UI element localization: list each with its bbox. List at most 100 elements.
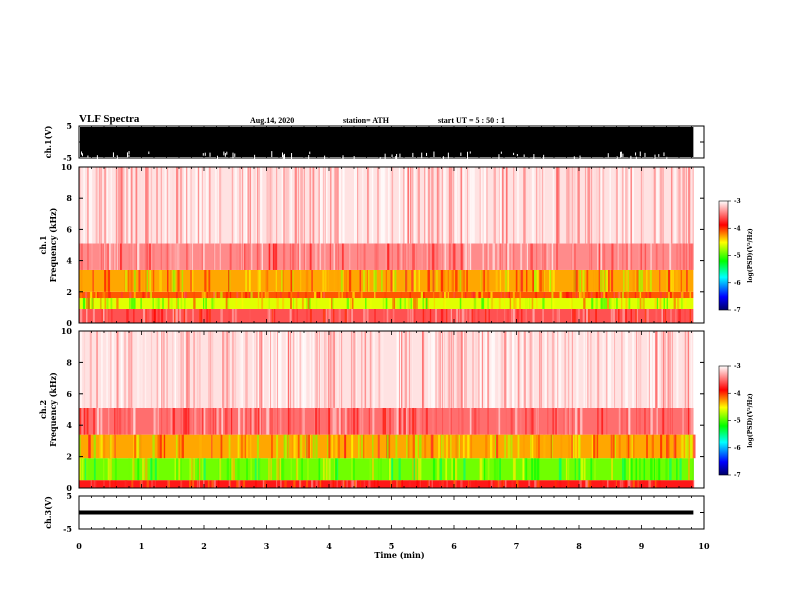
spectrogram-streak (536, 458, 540, 481)
spectrogram-streak (675, 269, 678, 292)
spectrogram-streak (430, 434, 433, 459)
spectrogram-streak (516, 308, 519, 323)
trace-gap (112, 152, 114, 158)
spectrogram-streak (626, 407, 628, 435)
spectrogram-streak (136, 407, 138, 435)
spectrogram-streak (584, 308, 587, 323)
sferic-streak (631, 167, 633, 270)
spectrogram-streak (127, 269, 130, 292)
spectrogram-streak (331, 298, 333, 309)
trace-gap (433, 151, 435, 158)
spectrogram-streak (190, 269, 193, 292)
trace-gap (384, 153, 386, 159)
spectrogram-streak (607, 298, 610, 309)
spectrogram-streak (130, 243, 133, 270)
spectrogram-streak (338, 291, 341, 299)
spectrogram-streak (505, 167, 508, 244)
spectrogram-streak (206, 291, 209, 299)
spectrogram-streak (621, 480, 624, 488)
spectrogram-streak (419, 458, 422, 481)
spectrogram-streak (81, 243, 83, 270)
spectrogram-streak (328, 458, 331, 481)
spectrogram-streak (201, 308, 204, 323)
spectrogram-streak (526, 243, 528, 270)
x-tick-label: 5 (389, 541, 395, 551)
spectrogram-streak (93, 480, 95, 488)
trace-gap (639, 151, 641, 157)
spectrogram-streak (94, 480, 97, 488)
spectrogram-streak (642, 167, 644, 244)
spectrogram-streak (267, 407, 270, 435)
spectrogram-streak (395, 298, 397, 309)
spectrogram-streak (252, 331, 255, 408)
spectrogram-streak (466, 269, 468, 292)
spectrogram-streak (215, 167, 217, 244)
spectrogram-streak (145, 458, 148, 481)
spectrogram-streak (515, 167, 517, 244)
sferic-streak (121, 167, 123, 270)
spectrogram-streak (651, 434, 654, 459)
spectrogram-streak (658, 458, 661, 481)
sferic-streak (458, 331, 460, 435)
spectrogram-streak (551, 298, 553, 309)
spectrogram-band (79, 480, 694, 488)
spectrogram-streak (282, 407, 285, 435)
spectrogram-streak (244, 167, 246, 244)
spectrogram-streak (94, 167, 97, 244)
spectrogram-streak (413, 458, 416, 481)
sferic-streak (542, 167, 544, 270)
spectrogram-streak (686, 407, 688, 435)
spectrogram-streak (487, 458, 490, 481)
spectrogram-streak (639, 298, 642, 309)
spectrogram-streak (338, 308, 341, 323)
spectrogram-streak (404, 331, 407, 408)
spectrogram-streak (391, 243, 393, 270)
spectrogram-streak (396, 331, 398, 408)
spectrogram-streak (577, 308, 580, 323)
spectrogram-streak (519, 269, 522, 292)
trace-gap (116, 155, 118, 160)
y-tick-label: 10 (61, 162, 73, 172)
spectrogram-streak (657, 331, 660, 408)
spectrogram-streak (680, 269, 683, 292)
spectrogram-streak (619, 480, 622, 488)
spectrogram-streak (346, 269, 348, 292)
spectrogram-streak (295, 298, 298, 309)
spectrogram-streak (360, 291, 363, 299)
trace-gap (466, 156, 468, 160)
spectrogram-streak (347, 407, 350, 435)
spectrogram-streak (530, 243, 533, 270)
sferic-streak (597, 331, 599, 435)
spectrogram-streak (309, 331, 311, 408)
sferic-streak (297, 167, 299, 270)
figure-title: VLF Spectra (79, 113, 140, 125)
spectrogram-streak (344, 434, 346, 459)
spectrogram-streak (690, 308, 693, 323)
spectrogram-streak (617, 243, 619, 270)
spectrogram-streak (249, 291, 252, 299)
spectrogram-streak (210, 291, 213, 299)
spectrogram-streak (364, 434, 367, 459)
sferic-streak (450, 331, 452, 435)
spectrogram-streak (324, 243, 326, 270)
spectrogram-streak (510, 331, 512, 408)
spectrogram-streak (465, 331, 467, 408)
spectrogram-streak (86, 308, 88, 323)
sferic-streak (167, 167, 169, 270)
colorbar-label: log(PSD)(V²/Hz) (747, 393, 754, 448)
spectrogram-streak (656, 458, 658, 481)
spectrogram-streak (453, 480, 456, 488)
spectrogram-streak (239, 331, 242, 408)
sferic-streak (208, 331, 210, 435)
x-tick-label: 6 (451, 541, 457, 551)
spectrogram-streak (304, 331, 307, 408)
spectrogram-streak (172, 167, 174, 244)
spectrogram-streak (650, 331, 653, 408)
spectrogram-streak (681, 298, 683, 309)
spectrogram-streak (586, 269, 589, 292)
spectrogram-streak (235, 243, 239, 270)
spectrogram-streak (141, 167, 144, 244)
spectrogram-streak (405, 243, 409, 270)
spectrogram-streak (301, 298, 304, 309)
spectrogram-streak (543, 243, 547, 270)
